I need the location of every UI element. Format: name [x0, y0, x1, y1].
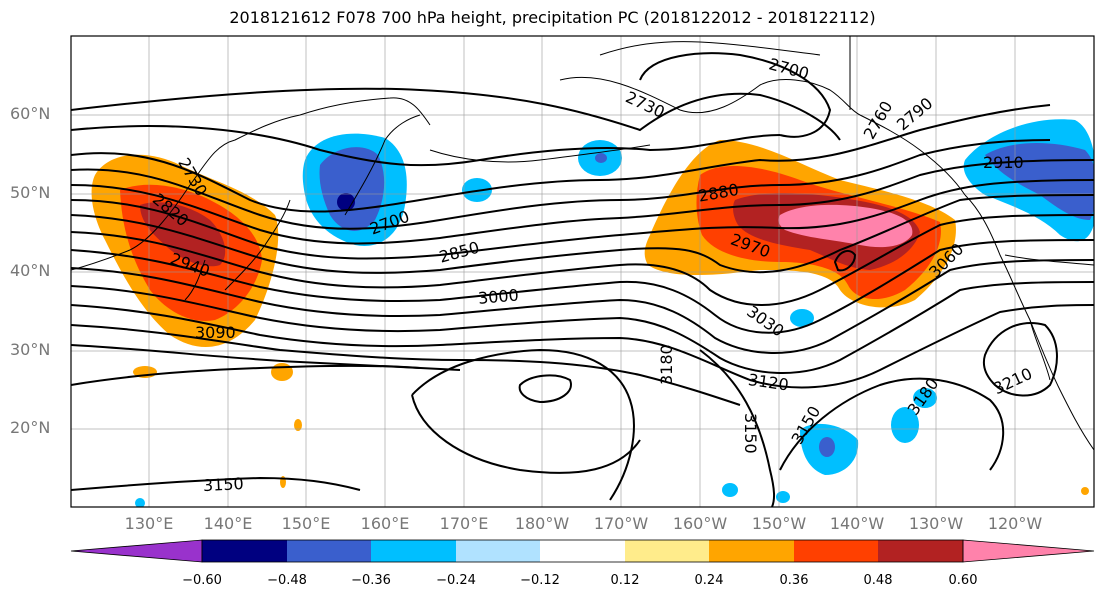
colorbar-tick-8: 0.36	[779, 573, 809, 588]
lon-label-160w: 160°W	[672, 514, 728, 533]
colorbar-bin-3	[371, 540, 456, 562]
clabel-3150-c: 3150	[741, 413, 760, 454]
colorbar-under	[70, 539, 203, 563]
colorbar-bin-1	[202, 540, 287, 562]
coast-baja	[1029, 319, 1051, 381]
lon-label-170w: 170°W	[593, 514, 649, 533]
height-contours	[71, 52, 1094, 507]
coast-arctic	[599, 41, 821, 56]
lat-label-20n: 20°N	[10, 418, 51, 437]
coast-japan	[224, 199, 291, 291]
lat-label-60n: 60°N	[10, 104, 51, 123]
lon-label-130w: 130°W	[908, 514, 964, 533]
graticule	[71, 36, 1094, 507]
clabel-3090: 3090	[195, 323, 236, 342]
colorbar	[70, 539, 1095, 563]
colorbar-bin-9	[878, 540, 963, 562]
clabel-2760: 2760	[860, 98, 897, 143]
clabel-3180-c: 3180	[657, 344, 676, 385]
colorbar-over	[962, 539, 1095, 563]
precip-kamchatka-036	[319, 147, 385, 231]
map-title: 2018121612 F078 700 hPa height, precipit…	[229, 8, 876, 27]
colorbar-bin-4	[456, 540, 540, 562]
lat-label-40n: 40°N	[10, 261, 51, 280]
lon-label-130e: 130°E	[124, 514, 174, 533]
coast-gulf-alaska	[859, 114, 966, 196]
clabel-3000: 3000	[477, 285, 519, 307]
lat-label-50n: 50°N	[10, 183, 51, 202]
colorbar-tick-9: 0.48	[863, 573, 893, 588]
colorbar-tick-2: −0.48	[267, 573, 307, 588]
colorbar-tick-4: −0.24	[436, 573, 476, 588]
map-frame	[70, 35, 1095, 508]
lon-label-150e: 150°E	[281, 514, 331, 533]
clabel-2700-e: 2700	[767, 54, 811, 83]
coast-kamchatka	[344, 114, 421, 216]
lon-label-150w: 150°W	[751, 514, 807, 533]
colorbar-bin-2	[287, 540, 371, 562]
colorbar-tick-5: −0.12	[520, 573, 560, 588]
colorbar-bin-5	[540, 540, 625, 562]
colorbar-tick-3: −0.36	[351, 573, 391, 588]
colorbar-tick-6: 0.12	[610, 573, 640, 588]
coast-aleutians	[429, 144, 651, 163]
colorbar-bin-8	[794, 540, 878, 562]
coast-alaska	[559, 76, 861, 116]
colorbar-tick-7: 0.24	[694, 573, 724, 588]
clabel-3150-w: 3150	[203, 474, 245, 495]
colorbar-tick-1: −0.60	[182, 573, 222, 588]
lon-label-170e: 170°E	[439, 514, 489, 533]
lon-label-180w: 180°W	[514, 514, 570, 533]
colorbar-bin-7	[709, 540, 794, 562]
clabel-2910: 2910	[983, 153, 1024, 172]
lon-label-140w: 140°W	[829, 514, 885, 533]
lat-label-30n: 30°N	[10, 340, 51, 359]
precip-nepac-060	[778, 204, 913, 248]
coast-korea	[184, 259, 206, 301]
clabel-2850: 2850	[437, 238, 481, 267]
lon-label-120w: 120°W	[987, 514, 1043, 533]
colorbar-bin-6	[625, 540, 709, 562]
coast-asia	[71, 97, 431, 271]
lon-label-140e: 140°E	[203, 514, 253, 533]
lon-label-160e: 160°E	[360, 514, 410, 533]
clabel-3030: 3030	[743, 302, 787, 341]
clabel-2730-e: 2730	[623, 87, 668, 121]
colorbar-tick-10: 0.60	[948, 573, 978, 588]
clabel-3210: 3210	[990, 364, 1035, 398]
